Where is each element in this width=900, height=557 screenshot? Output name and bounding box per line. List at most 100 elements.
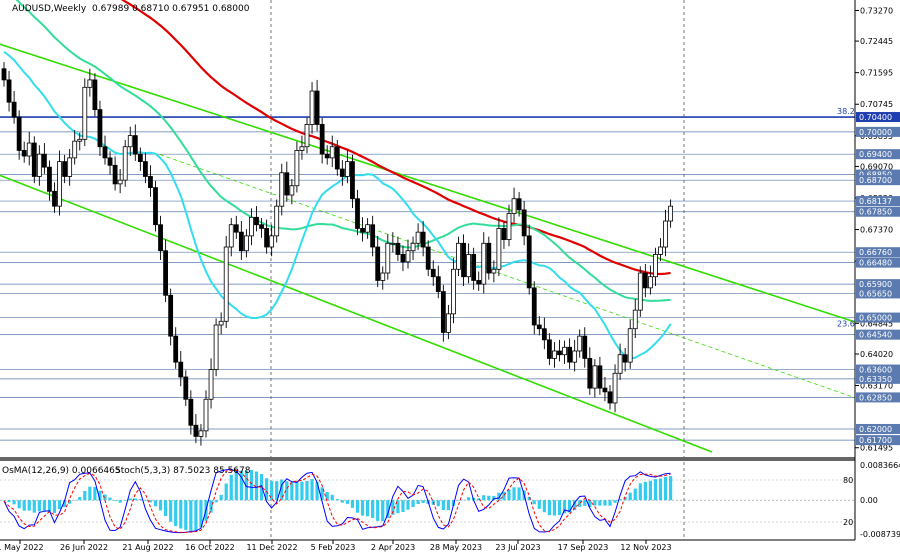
candle [400,245,406,272]
candle [168,288,174,346]
level-label: 0.68700 [859,176,892,185]
candle [304,117,310,154]
price-tick-label: 0.64020 [860,350,893,359]
candle [62,154,67,184]
osma-bar [381,500,385,522]
osma-bar [628,492,632,501]
channel-line [0,43,855,323]
time-tick-label: 1 May 2022 [0,543,44,552]
candle [552,342,557,368]
candle [183,370,189,406]
osma-axis-label: 0.0083664 [860,461,900,470]
candle [21,141,27,163]
candle [506,204,512,247]
osma-bar [451,500,456,506]
candle [284,161,290,202]
candle [547,333,552,366]
moving-average-line [3,50,672,360]
osma-bar [17,500,21,509]
level-label: 0.62000 [859,425,892,434]
candle [11,91,17,124]
osma-bar [461,499,466,501]
osma-bar [436,500,440,507]
level-label: 0.64540 [859,331,892,340]
osma-bar [234,470,238,501]
candle [82,78,88,147]
osma-bar [340,500,344,503]
osma-bar [22,500,26,511]
candle [117,169,123,194]
candle [87,68,93,97]
candle [496,217,502,276]
candle [648,265,653,295]
osma-bar [164,500,168,516]
price-axis: 0.732700.724450.715950.707450.698950.690… [843,0,900,540]
price-tick-label: 0.71595 [860,69,893,78]
channel-line [159,154,855,399]
level-label-box [856,112,900,123]
osma-bar [108,497,112,501]
osma-bar [42,500,46,511]
osma-bar [573,500,577,511]
candle [233,215,239,239]
osma-bar [249,469,254,501]
fib-label: 38.2 [837,107,855,116]
candle [541,317,547,350]
price-tick-label: 0.73270 [860,6,893,15]
osma-bar [199,500,203,528]
candle [491,260,497,283]
level-label-box [856,126,900,137]
osma-bar [547,500,551,516]
osma-bar [138,499,142,501]
level-label-box [856,329,900,340]
osma-bar [527,496,531,501]
osma-bar [37,500,41,512]
candle [471,247,477,290]
level-label: 0.66480 [859,259,892,268]
osma-bar [593,500,597,506]
candle [208,358,214,409]
candle [243,229,249,258]
candle [67,148,73,186]
osma-bar [310,479,314,501]
candle [395,236,401,262]
osma-bar [638,483,642,501]
osma-bar [57,500,62,510]
osma-bar [325,492,329,501]
candle [456,236,461,276]
candle [289,179,295,205]
candle [92,73,98,117]
price-tick-label: 0.61495 [860,444,893,453]
time-tick-label: 23 Jul 2023 [495,543,540,552]
osma-bar [335,499,339,501]
osma-bar [244,470,248,501]
osma-bar [492,495,496,501]
osma-bar [184,500,188,530]
candle [249,208,254,246]
chart-text: AUDUSD,Weekly 0.67989 0.68710 0.67951 0.… [2,4,855,476]
osma-bar [345,500,349,504]
time-tick-label: 5 Feb 2023 [311,543,356,552]
osma-bar [7,500,11,503]
price-tick-label: 0.72445 [860,37,893,46]
osma-bar [133,498,137,501]
osma-bar [179,500,183,529]
level-label: 0.70400 [859,113,892,122]
moving-average-line [15,0,671,302]
osma-bar [467,497,471,501]
osma-bar [406,500,410,510]
candle [410,236,416,261]
osma-bar [603,500,607,506]
candle [572,339,578,372]
candle [557,339,562,362]
level-label-box [856,247,900,258]
osma-bar [350,500,355,508]
candle [203,390,209,438]
osma-bar [98,490,102,501]
osma-bar [507,489,511,501]
osma-bar [416,500,420,505]
candle [390,232,396,253]
osma-bar [73,499,77,501]
level-label-box [856,196,900,207]
